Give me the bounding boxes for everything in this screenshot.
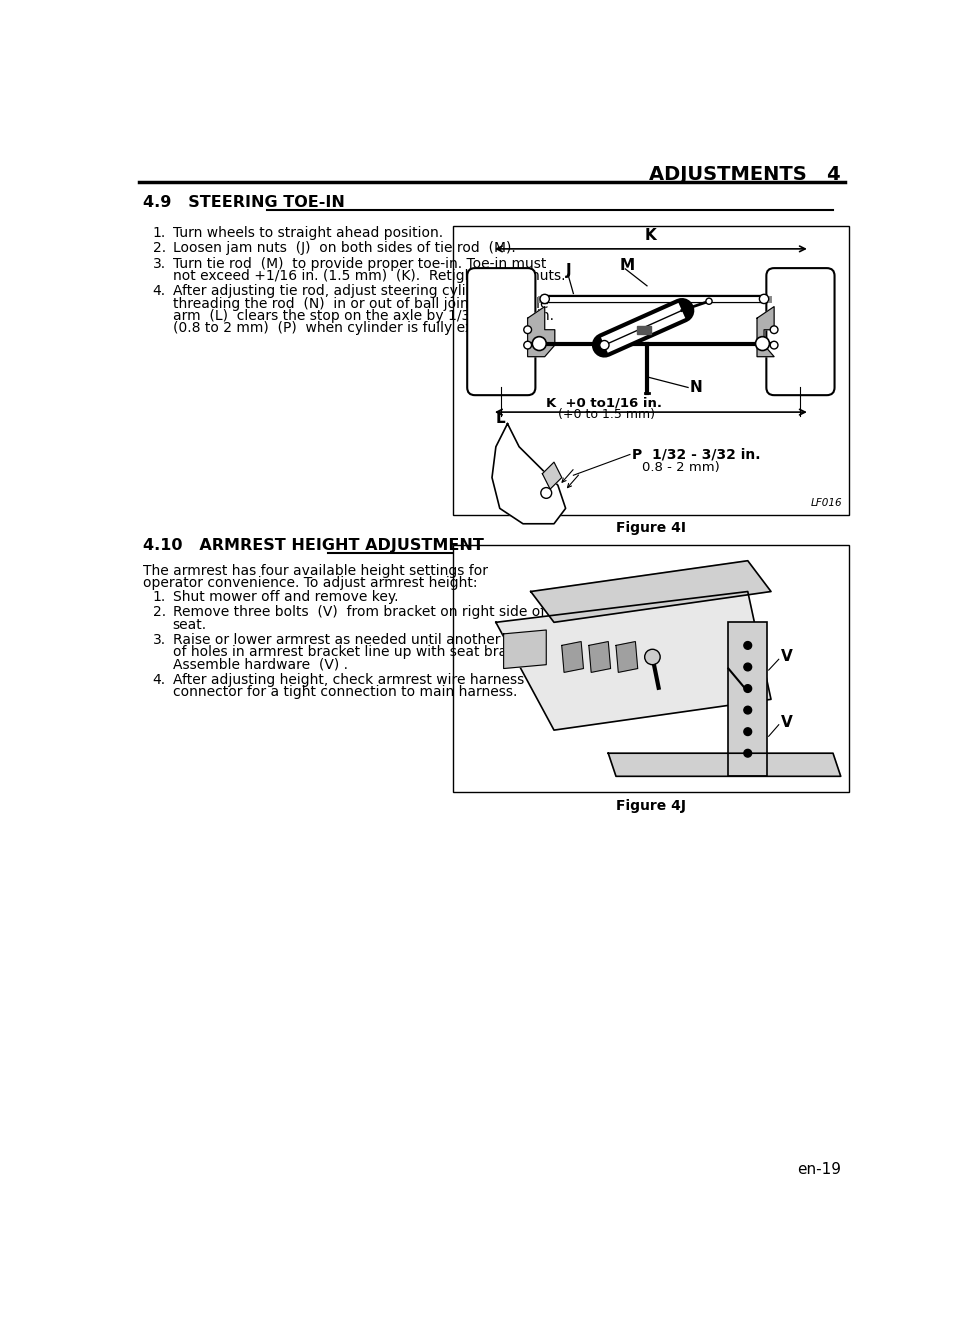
Text: seat.: seat. [173, 617, 206, 632]
Polygon shape [492, 424, 565, 524]
Text: 4.10   ARMREST HEIGHT ADJUSTMENT: 4.10 ARMREST HEIGHT ADJUSTMENT [143, 538, 484, 553]
Circle shape [744, 641, 752, 649]
Circle shape [524, 341, 532, 349]
Text: Figure 4I: Figure 4I [616, 521, 685, 536]
Text: M: M [620, 258, 635, 274]
Text: L: L [496, 410, 506, 426]
FancyBboxPatch shape [468, 269, 536, 395]
Circle shape [744, 749, 752, 758]
Circle shape [540, 488, 552, 498]
Text: After adjusting tie rod, adjust steering cylinder by: After adjusting tie rod, adjust steering… [173, 285, 518, 298]
Bar [729, 623, 767, 776]
Polygon shape [528, 307, 555, 357]
Polygon shape [757, 307, 774, 357]
Text: Figure 4J: Figure 4J [616, 799, 685, 812]
Text: 4.: 4. [153, 285, 166, 298]
Circle shape [759, 294, 769, 303]
Text: (0.8 to 2 mm)  (P)  when cylinder is fully extended.: (0.8 to 2 mm) (P) when cylinder is fully… [173, 321, 526, 335]
Circle shape [744, 663, 752, 671]
Circle shape [744, 684, 752, 692]
Bar [636, 326, 651, 334]
Text: P  1/32 - 3/32 in.: P 1/32 - 3/32 in. [632, 448, 760, 461]
Text: of holes in armrest bracket line up with seat bracket.: of holes in armrest bracket line up with… [173, 645, 540, 660]
Bar [453, 226, 849, 514]
Text: 1.: 1. [153, 226, 166, 239]
Text: 4.9   STEERING TOE-IN: 4.9 STEERING TOE-IN [143, 195, 346, 210]
Circle shape [770, 326, 778, 334]
Text: arm  (L)  clears the stop on the axle by 1/32 to 3/32 in.: arm (L) clears the stop on the axle by 1… [173, 309, 554, 323]
Text: operator convenience. To adjust armrest height:: operator convenience. To adjust armrest … [143, 576, 478, 591]
Text: K  +0 to1/16 in.: K +0 to1/16 in. [546, 397, 662, 410]
Text: 2.: 2. [153, 242, 166, 255]
Text: threading the rod  (N)  in or out of ball joint so spindle: threading the rod (N) in or out of ball … [173, 297, 548, 310]
Polygon shape [531, 561, 771, 623]
Text: Remove three bolts  (V)  from bracket on right side of: Remove three bolts (V) from bracket on r… [173, 605, 545, 620]
Circle shape [756, 337, 770, 350]
Polygon shape [496, 592, 771, 729]
Text: 2.: 2. [153, 605, 166, 620]
Polygon shape [588, 641, 611, 672]
Text: Loosen jam nuts  (J)  on both sides of tie rod  (M).: Loosen jam nuts (J) on both sides of tie… [173, 242, 516, 255]
FancyBboxPatch shape [766, 269, 834, 395]
Circle shape [524, 326, 532, 334]
Text: 1.: 1. [153, 591, 166, 604]
Text: V: V [781, 649, 793, 664]
Text: Turn tie rod  (M)  to provide proper toe-in. Toe-in must: Turn tie rod (M) to provide proper toe-i… [173, 257, 546, 271]
Text: Shut mower off and remove key.: Shut mower off and remove key. [173, 591, 398, 604]
Text: 3.: 3. [153, 257, 166, 271]
Polygon shape [609, 754, 841, 776]
Text: en-19: en-19 [797, 1161, 841, 1177]
Text: ADJUSTMENTS   4: ADJUSTMENTS 4 [649, 164, 841, 183]
Text: 0.8 - 2 mm): 0.8 - 2 mm) [642, 461, 720, 474]
Polygon shape [616, 641, 637, 672]
Polygon shape [562, 641, 584, 672]
Text: connector for a tight connection to main harness.: connector for a tight connection to main… [173, 685, 517, 700]
Text: The armrest has four available height settings for: The armrest has four available height se… [143, 564, 489, 577]
Text: N: N [689, 379, 703, 395]
Text: Assemble hardware  (V) .: Assemble hardware (V) . [173, 657, 348, 672]
Circle shape [600, 341, 609, 350]
Text: After adjusting height, check armrest wire harness: After adjusting height, check armrest wi… [173, 673, 524, 687]
Circle shape [706, 298, 712, 305]
Text: not exceed +1/16 in. (1.5 mm)  (K).  Retighten jam nuts.: not exceed +1/16 in. (1.5 mm) (K). Retig… [173, 269, 565, 283]
Polygon shape [542, 462, 562, 489]
Text: K: K [645, 227, 657, 243]
Circle shape [532, 337, 546, 350]
Text: Turn wheels to straight ahead position.: Turn wheels to straight ahead position. [173, 226, 443, 239]
Text: V: V [781, 715, 793, 729]
Circle shape [540, 294, 549, 303]
Circle shape [645, 649, 660, 665]
Polygon shape [504, 631, 546, 668]
Text: (+0 to 1.5 mm): (+0 to 1.5 mm) [558, 409, 655, 421]
Text: 3.: 3. [153, 633, 166, 647]
Circle shape [744, 728, 752, 736]
Bar [453, 545, 849, 792]
Text: J: J [565, 263, 571, 278]
Circle shape [744, 707, 752, 713]
Circle shape [770, 341, 778, 349]
Text: Raise or lower armrest as needed until another set: Raise or lower armrest as needed until a… [173, 633, 526, 647]
Text: LF016: LF016 [810, 498, 842, 509]
Text: 4.: 4. [153, 673, 166, 687]
